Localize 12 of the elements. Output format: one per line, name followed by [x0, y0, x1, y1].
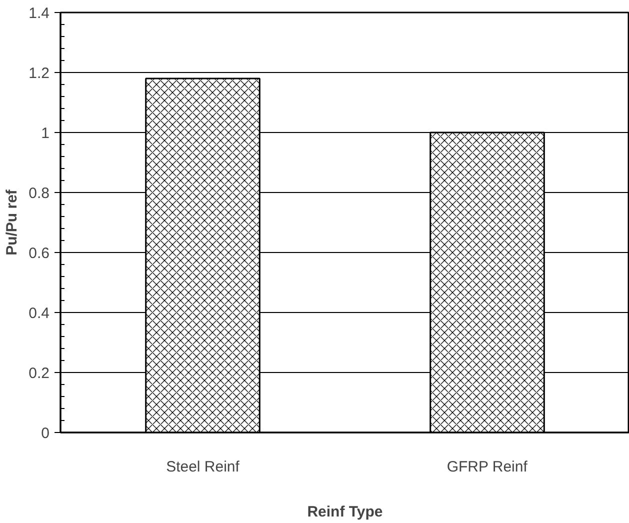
y-tick-label: 0.6 [28, 245, 50, 262]
y-tick-label: 1.4 [28, 5, 50, 22]
y-tick-label: 1 [41, 125, 50, 142]
x-tick-label: GFRP Reinf [446, 458, 528, 476]
y-tick-label: 0 [41, 425, 50, 442]
x-tick-label: Steel Reinf [166, 458, 240, 476]
y-axis-title: Pu/Pu ref [4, 188, 21, 256]
y-tick-label: 1.2 [28, 65, 50, 82]
y-tick-label: 0.8 [28, 185, 50, 202]
x-axis-title: Reinf Type [307, 504, 383, 520]
y-tick-label: 0.2 [28, 365, 50, 382]
y-tick-label: 0.4 [28, 305, 50, 322]
